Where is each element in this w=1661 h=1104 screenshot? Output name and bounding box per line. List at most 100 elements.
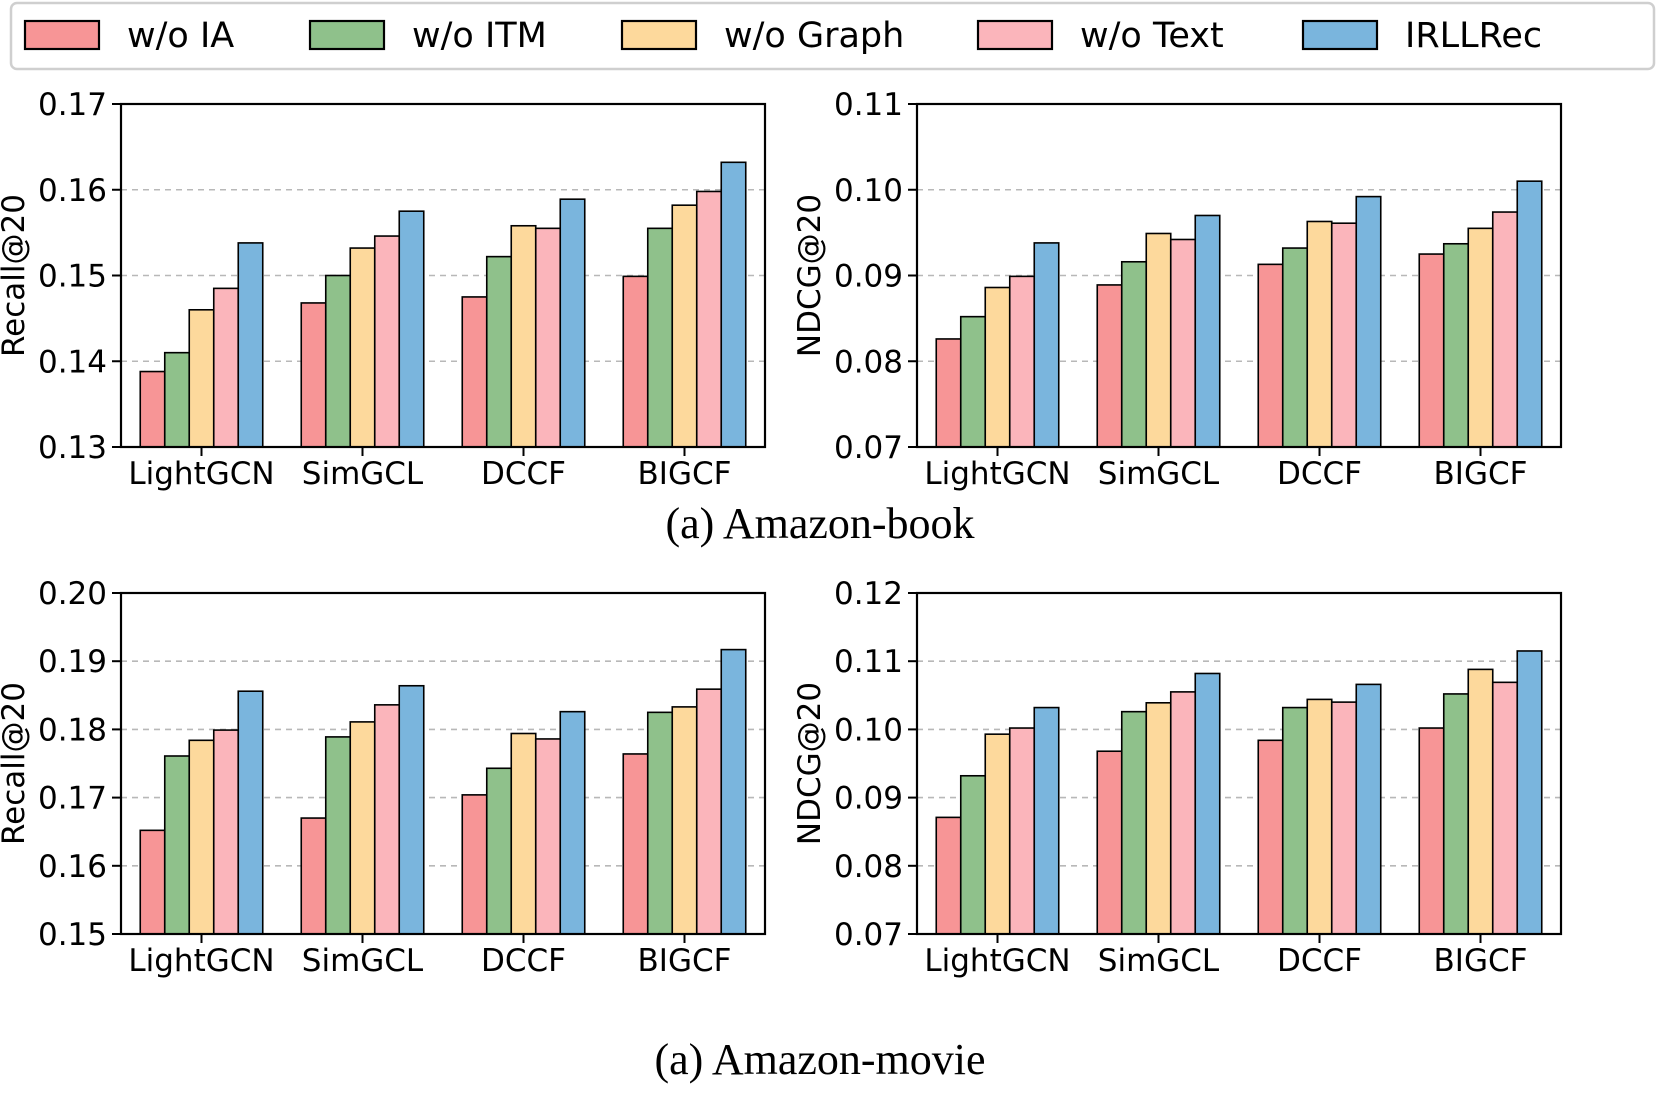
bar-dccf-w-o-text [1330, 701, 1358, 935]
y-tick-label: 0.08 [834, 849, 903, 885]
bar-dccf-w-o-itm [1281, 247, 1309, 448]
bar-bigcf-irllrec [720, 648, 747, 935]
x-tick-label-bigcf: BIGCF [638, 943, 732, 979]
plot-frame [119, 591, 767, 936]
bar-dccf-w-o-graph [1306, 220, 1333, 448]
bar-dccf-w-o-graph [510, 732, 537, 935]
y-tick-label: 0.18 [38, 712, 107, 748]
bar-bigcf-w-o-graph [671, 706, 698, 935]
x-tick-label-dccf: DCCF [1277, 456, 1362, 492]
bar-lightgcn-w-o-ia [935, 338, 962, 448]
legend-item-w-o-graph: w/o Graph [620, 16, 904, 56]
bar-lightgcn-w-o-graph [188, 308, 215, 448]
bar-lightgcn-w-o-ia [139, 370, 166, 448]
bar-bigcf-irllrec [1516, 650, 1543, 935]
legend-label: w/o Text [1080, 16, 1224, 56]
bar-lightgcn-w-o-text [212, 729, 240, 935]
legend-swatch [308, 19, 386, 51]
legend-frame [9, 1, 1656, 71]
bar-lightgcn-w-o-graph [984, 286, 1011, 448]
bar-dccf-w-o-ia [1257, 263, 1284, 448]
x-tick-label-lightgcn: LightGCN [128, 456, 274, 492]
bar-bigcf-w-o-ia [622, 275, 649, 448]
bar-dccf-w-o-graph [510, 224, 537, 448]
bar-bigcf-w-o-text [695, 190, 723, 448]
bar-bigcf-w-o-ia [1418, 727, 1445, 935]
bar-bigcf-w-o-itm [1442, 242, 1470, 448]
bar-simgcl-w-o-itm [1120, 260, 1148, 448]
y-tick-label: 0.10 [834, 712, 903, 748]
bar-dccf-irllrec [1355, 683, 1382, 935]
bar-lightgcn-irllrec [1033, 242, 1060, 448]
chart-amazon-book-recall: 0.13 0.14 0.15 0.16 0.17 LightGCN SimGCL DCCF BI… [0, 87, 767, 492]
x-tick-label-simgcl: SimGCL [1098, 943, 1220, 979]
bar-simgcl-w-o-ia [1096, 750, 1123, 935]
bar-simgcl-irllrec [398, 684, 425, 935]
bar-dccf-w-o-itm [1281, 706, 1309, 935]
bar-dccf-irllrec [1355, 195, 1382, 448]
y-tick-label: 0.09 [834, 781, 903, 817]
bar-dccf-w-o-text [534, 738, 562, 935]
y-tick-label: 0.14 [38, 344, 107, 380]
legend-label: w/o IA [127, 16, 234, 56]
x-tick-label-dccf: DCCF [481, 456, 566, 492]
y-tick-label: 0.17 [38, 87, 107, 123]
bar-bigcf-w-o-ia [622, 753, 649, 935]
caption-amazon-book: (a) Amazon-book [665, 499, 974, 548]
bar-bigcf-w-o-itm [646, 711, 674, 935]
chart-amazon-movie-ndcg: 0.07 0.08 0.09 0.10 0.11 0.12 LightGCN SimGCL DC… [792, 576, 1563, 979]
plot-frame [915, 591, 1563, 936]
y-tick-label: 0.17 [38, 781, 107, 817]
bar-dccf-w-o-graph [1306, 698, 1333, 935]
x-tick-label-dccf: DCCF [481, 943, 566, 979]
bar-lightgcn-w-o-itm [163, 351, 191, 448]
bar-bigcf-irllrec [1516, 180, 1543, 448]
y-axis-label: Recall@20 [0, 682, 32, 845]
bar-dccf-w-o-text [534, 227, 562, 448]
bar-dccf-w-o-ia [461, 794, 488, 935]
y-axis-label: NDCG@20 [792, 194, 828, 357]
bar-lightgcn-w-o-itm [959, 774, 987, 935]
y-tick-label: 0.13 [38, 430, 107, 466]
y-tick-label: 0.07 [834, 917, 903, 953]
y-tick-label: 0.11 [834, 87, 903, 123]
bar-dccf-w-o-itm [485, 767, 513, 935]
bar-lightgcn-w-o-ia [139, 829, 166, 935]
bar-lightgcn-w-o-text [1008, 727, 1036, 935]
bar-lightgcn-irllrec [237, 242, 264, 448]
bar-bigcf-w-o-text [1491, 211, 1519, 448]
bar-lightgcn-w-o-graph [984, 733, 1011, 935]
bar-simgcl-w-o-ia [1096, 284, 1123, 448]
bar-bigcf-w-o-itm [1442, 693, 1470, 935]
bar-lightgcn-irllrec [1033, 706, 1060, 935]
bar-simgcl-w-o-itm [324, 736, 352, 935]
bar-lightgcn-w-o-graph [188, 739, 215, 935]
caption-amazon-movie: (a) Amazon-movie [654, 1035, 985, 1084]
legend-label: w/o Graph [724, 16, 904, 56]
y-tick-label: 0.20 [38, 576, 107, 612]
bar-dccf-w-o-itm [485, 255, 513, 448]
bar-simgcl-w-o-text [1169, 238, 1197, 448]
bar-bigcf-irllrec [720, 161, 747, 448]
bar-dccf-w-o-ia [1257, 739, 1284, 935]
bar-bigcf-w-o-text [1491, 681, 1519, 935]
bar-lightgcn-w-o-text [212, 287, 240, 448]
legend-swatch [1301, 19, 1379, 51]
x-tick-label-simgcl: SimGCL [1098, 456, 1220, 492]
legend-label: IRLLRec [1405, 16, 1542, 56]
legend-item-w-o-itm: w/o ITM [308, 16, 547, 56]
x-tick-label-simgcl: SimGCL [302, 943, 424, 979]
bar-simgcl-irllrec [1194, 214, 1221, 448]
bar-simgcl-w-o-graph [349, 721, 376, 935]
bar-simgcl-w-o-text [1169, 691, 1197, 935]
bar-bigcf-w-o-graph [671, 204, 698, 448]
bar-simgcl-w-o-ia [300, 817, 327, 935]
legend-item-irllrec: IRLLRec [1301, 16, 1542, 56]
bar-simgcl-w-o-graph [1145, 232, 1172, 448]
x-tick-label-simgcl: SimGCL [302, 456, 424, 492]
legend-item-w-o-text: w/o Text [976, 16, 1224, 56]
bar-lightgcn-w-o-text [1008, 275, 1036, 448]
bar-bigcf-w-o-itm [646, 227, 674, 448]
bar-simgcl-w-o-text [373, 704, 401, 935]
bar-lightgcn-irllrec [237, 690, 264, 935]
